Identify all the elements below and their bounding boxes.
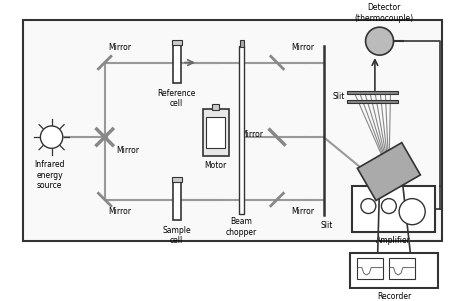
Polygon shape xyxy=(357,143,420,200)
Text: Recorder: Recorder xyxy=(377,292,411,301)
Circle shape xyxy=(361,199,376,213)
Bar xyxy=(347,100,398,103)
Text: Infrared
energy
source: Infrared energy source xyxy=(35,160,65,190)
Bar xyxy=(172,177,182,182)
Bar xyxy=(357,258,383,279)
Bar xyxy=(23,20,442,241)
Text: Mirror: Mirror xyxy=(291,207,314,216)
Text: Slit: Slit xyxy=(333,92,345,101)
Text: Mirror: Mirror xyxy=(109,207,131,216)
Circle shape xyxy=(40,126,63,148)
Text: Mirror: Mirror xyxy=(291,43,314,52)
Bar xyxy=(206,116,225,148)
Bar xyxy=(202,109,228,156)
Text: Diffraction
grating: Diffraction grating xyxy=(378,211,419,230)
Circle shape xyxy=(365,27,393,55)
Bar xyxy=(240,40,244,47)
Text: Motor: Motor xyxy=(204,161,227,170)
Bar xyxy=(239,46,245,213)
Bar xyxy=(389,258,415,279)
Text: Amplifier: Amplifier xyxy=(376,236,411,245)
Bar xyxy=(172,40,182,45)
Text: Mirror: Mirror xyxy=(109,43,131,52)
Text: Mirror: Mirror xyxy=(116,147,139,155)
Circle shape xyxy=(399,199,425,225)
Text: Sample
cell: Sample cell xyxy=(162,226,191,245)
Bar xyxy=(347,91,398,94)
Bar xyxy=(352,186,436,232)
Bar xyxy=(173,44,181,83)
Text: Reference
cell: Reference cell xyxy=(157,89,196,108)
Text: Mirror: Mirror xyxy=(240,130,263,139)
Bar xyxy=(350,253,438,288)
Text: Beam
chopper: Beam chopper xyxy=(226,217,257,237)
Text: Slit: Slit xyxy=(320,221,333,230)
Bar xyxy=(173,181,181,220)
Text: Detector
(thermocouple): Detector (thermocouple) xyxy=(355,3,414,23)
Bar xyxy=(212,104,219,110)
Circle shape xyxy=(382,199,396,213)
